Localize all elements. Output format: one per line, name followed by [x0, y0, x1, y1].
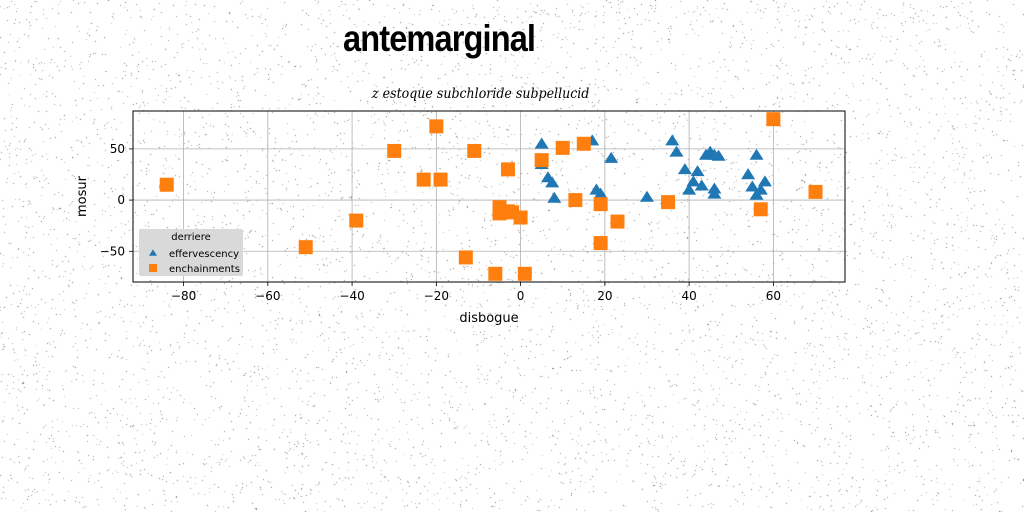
x-tick-label: 20: [597, 289, 612, 303]
square-point: [298, 240, 313, 255]
triangle-point: [690, 165, 705, 177]
square-point: [349, 213, 364, 228]
triangle-point: [757, 175, 772, 187]
triangle-point: [682, 183, 697, 195]
square-point: [593, 236, 608, 251]
triangle-point: [749, 148, 764, 160]
x-axis-label: disbogue: [459, 311, 518, 326]
square-point: [159, 177, 174, 192]
triangle-point: [593, 187, 608, 199]
square-point: [433, 172, 448, 187]
x-tick-label: 40: [681, 289, 696, 303]
x-tick-label: −80: [171, 289, 196, 303]
series-effervescency: [534, 134, 772, 203]
square-point: [429, 119, 444, 134]
x-tick-label: −40: [339, 289, 364, 303]
square-point: [766, 112, 781, 127]
square-point: [555, 140, 570, 155]
chart-title: z estoque subchloride subpellucid: [372, 86, 590, 102]
legend-label: enchainments: [169, 264, 240, 275]
square-point: [568, 193, 583, 208]
page-title: antemarginal: [343, 18, 536, 59]
triangle-point: [545, 176, 560, 188]
legend-title: derriere: [171, 232, 211, 243]
square-point: [458, 250, 473, 265]
x-tick-label: 0: [517, 289, 525, 303]
square-point: [576, 136, 591, 151]
triangle-point: [707, 182, 722, 194]
square-point: [500, 162, 515, 177]
x-tick-label: −60: [255, 289, 280, 303]
grid-lines: [133, 111, 845, 282]
square-point: [661, 195, 676, 210]
x-tick-label: −20: [424, 289, 449, 303]
square-point: [593, 197, 608, 212]
triangle-point: [547, 191, 562, 203]
legend-box: [139, 229, 243, 276]
square-point: [387, 143, 402, 158]
triangle-point: [604, 151, 619, 163]
legend: derriere effervescency enchainments: [139, 229, 243, 276]
y-tick-label: −50: [100, 244, 125, 258]
triangle-point: [741, 168, 756, 180]
triangle-point: [753, 183, 768, 195]
square-point: [513, 210, 528, 225]
triangle-point: [686, 175, 701, 187]
legend-marker-triangle: [149, 249, 157, 256]
y-tick-label: 50: [110, 142, 125, 156]
axis-ticks: −80 −60 −40 −20 0 20 40 60 −50 0 50: [100, 142, 781, 303]
legend-marker-square: [149, 264, 157, 272]
triangle-point: [665, 134, 680, 146]
square-point: [467, 143, 482, 158]
triangle-point: [707, 148, 722, 160]
square-point: [808, 184, 823, 199]
triangle-point: [694, 179, 709, 191]
square-point: [517, 266, 532, 281]
legend-items: effervescency enchainments: [149, 249, 240, 275]
y-axis-label: mosur: [75, 175, 90, 217]
triangle-point: [677, 163, 692, 175]
square-point: [488, 266, 503, 281]
square-point: [753, 202, 768, 217]
triangle-point: [745, 180, 760, 192]
legend-label: effervescency: [169, 249, 239, 260]
triangle-point: [669, 145, 684, 157]
data-markers: [159, 112, 823, 281]
triangle-point: [639, 190, 654, 202]
square-point: [610, 214, 625, 229]
series-enchainments: [159, 112, 823, 281]
x-tick-label: 60: [766, 289, 781, 303]
plot-frame: [132, 110, 846, 283]
triangle-point: [534, 137, 549, 149]
y-tick-label: 0: [117, 193, 125, 207]
square-point: [416, 172, 431, 187]
square-point: [534, 153, 549, 168]
